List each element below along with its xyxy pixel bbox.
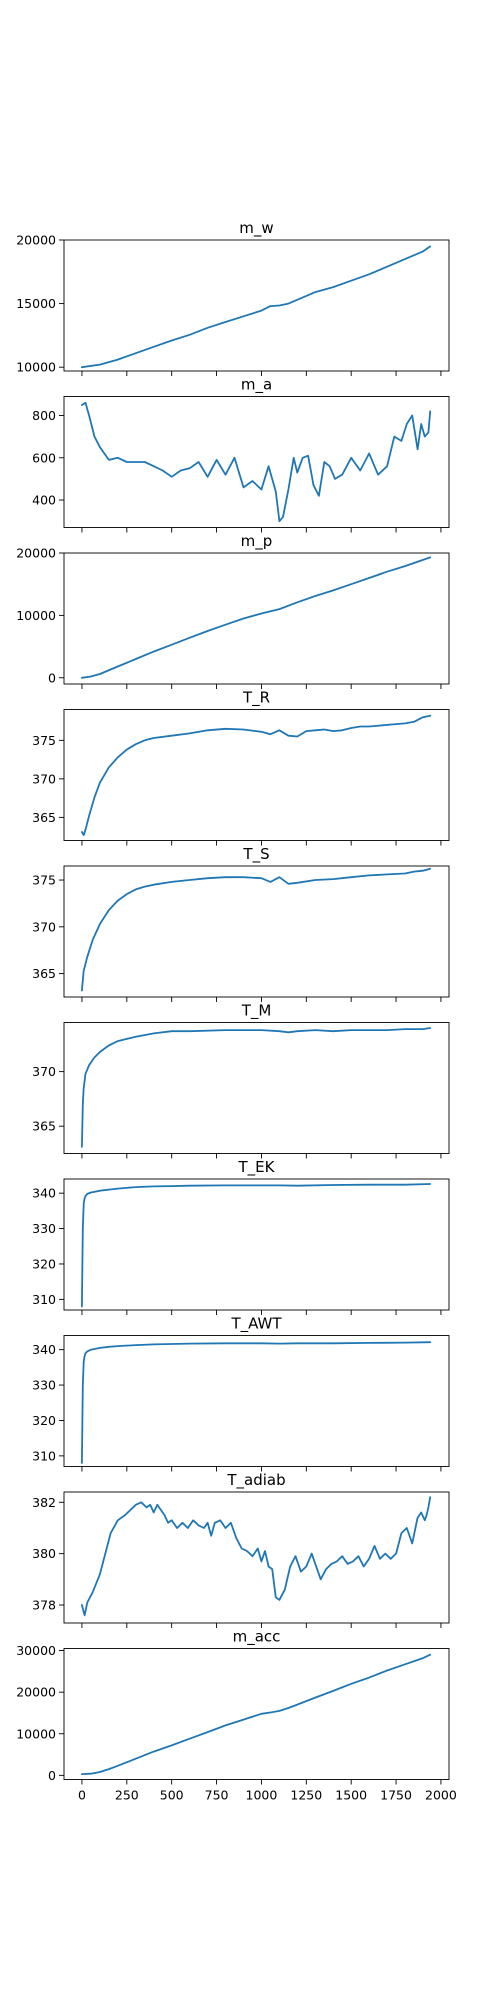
y-tick-label: 380 [32,1546,56,1561]
y-tick-label: 10000 [16,608,56,623]
y-tick-label: 340 [32,1342,56,1357]
subplot-t-m: T_M 365 370 [32,1002,450,1159]
subplot-t-r: T_R 365 370 375 [32,689,450,846]
y-tick-label: 340 [32,1186,56,1201]
y-tick-label: 30000 [16,1643,56,1658]
x-tick-label: 1750 [380,1788,412,1803]
y-tick-label: 15000 [16,296,56,311]
subplot-m-a: m_a 400 600 800 [32,376,450,533]
y-tick-label: 400 [32,493,56,508]
subplot-title: T_R [242,689,270,708]
y-tick-label: 320 [32,1256,56,1271]
subplot-m-w: m_w 10000 15000 20000 [16,219,450,376]
y-tick-label: 378 [32,1598,56,1613]
subplot-title: T_AWT [230,1315,282,1334]
series-line [81,1027,432,1148]
y-tick-label: 310 [32,1292,56,1307]
subplot-t-ek: T_EK 310 320 330 340 [32,1158,450,1315]
y-tick-label: 20000 [16,233,56,248]
y-tick-label: 365 [32,966,56,981]
x-tick-label: 2000 [425,1788,457,1803]
y-tick-label: 330 [32,1378,56,1393]
y-tick-label: 10000 [16,360,56,375]
subplot-title: T_adiab [226,1471,285,1490]
subplot-title: T_EK [238,1158,276,1177]
y-tick-label: 0 [48,670,56,685]
y-tick-label: 365 [32,810,56,825]
y-tick-label: 382 [32,1495,56,1510]
axes-frame [63,1491,450,1624]
x-tick-label: 0 [78,1788,86,1803]
subplot-title: T_S [242,845,269,864]
y-tick-label: 365 [32,1119,56,1134]
x-tick-label: 1250 [290,1788,322,1803]
axes-frame [63,1022,450,1154]
x-tick-label: 500 [160,1788,184,1803]
y-tick-label: 600 [32,450,56,465]
subplot-m-acc: m_acc 0 10000 20000 30000 0 250 500 750 1000 1250 1… [16,1628,457,1803]
y-tick-label: 10000 [16,1726,56,1741]
axes-frame [63,1335,450,1467]
series-line [81,714,432,836]
axes-frame [63,709,450,841]
series-line [81,1341,432,1464]
subplot-title: m_p [241,532,273,551]
series-line [81,1496,432,1617]
axes-frame [63,1178,450,1311]
axes-frame [63,552,450,685]
subplot-title: T_M [241,1002,272,1021]
y-tick-label: 20000 [16,546,56,561]
y-tick-label: 370 [32,919,56,934]
subplot-title: m_acc [233,1628,281,1647]
y-tick-label: 310 [32,1448,56,1463]
series-line [81,867,432,992]
series-line [81,556,432,679]
subplot-t-awt: T_AWT 310 320 330 340 [32,1315,450,1472]
axes-frame [63,865,450,998]
subplot-t-s: T_S 365 370 375 [32,845,450,1002]
axes-frame [63,1648,450,1780]
subplot-title: m_a [241,376,272,395]
x-tick-label: 1500 [335,1788,367,1803]
y-tick-label: 20000 [16,1685,56,1700]
y-tick-label: 370 [32,1064,56,1079]
y-tick-label: 0 [48,1768,56,1783]
series-line [81,1183,432,1308]
y-tick-label: 375 [32,733,56,748]
axes-frame [63,396,450,528]
axes-frame [63,239,450,372]
y-tick-label: 320 [32,1413,56,1428]
subplot-m-p: m_p 0 10000 20000 [16,532,450,689]
subplot-t-adiab: T_adiab 378 380 382 [32,1471,450,1628]
subplot-title: m_w [239,219,273,238]
series-line [81,1653,432,1775]
y-tick-label: 800 [32,408,56,423]
x-tick-label: 250 [115,1788,139,1803]
y-tick-label: 370 [32,771,56,786]
series-line [81,245,432,369]
y-tick-label: 330 [32,1221,56,1236]
x-tick-label: 750 [205,1788,229,1803]
series-line [81,401,432,523]
x-tick-label: 1000 [246,1788,278,1803]
y-tick-label: 375 [32,873,56,888]
